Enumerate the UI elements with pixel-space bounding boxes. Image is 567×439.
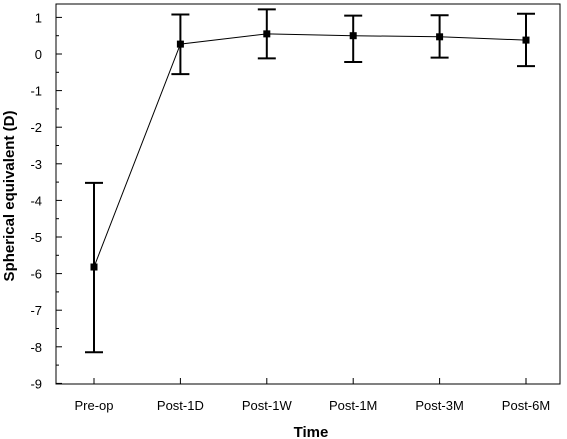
y-tick-label: -8 — [30, 340, 42, 355]
x-tick-label: Post-1D — [157, 398, 204, 413]
x-tick-label: Post-3M — [415, 398, 463, 413]
y-tick-label: 0 — [35, 47, 42, 62]
y-tick-label: -6 — [30, 267, 42, 282]
x-tick-label: Post-1W — [242, 398, 293, 413]
data-point — [263, 30, 271, 38]
series-line — [93, 33, 527, 268]
data-point — [349, 32, 357, 40]
x-tick-label: Post-6M — [502, 398, 550, 413]
y-tick-label: -1 — [30, 84, 42, 99]
y-axis: 1 0 -1 -2 -3 -4 -5 -6 -7 -8 -9 — [30, 10, 62, 391]
x-tick-label: Post-1M — [329, 398, 377, 413]
data-point — [522, 36, 530, 44]
x-axis: Pre-op Post-1D Post-1W Post-1M Post-3M Post-6… — [74, 378, 550, 413]
error-bars — [85, 8, 535, 354]
y-tick-label: -9 — [30, 376, 42, 391]
x-tick-label: Pre-op — [74, 398, 113, 413]
y-tick-label: -2 — [30, 120, 42, 135]
plot-border — [55, 3, 561, 385]
y-tick-label: 1 — [35, 10, 42, 25]
y-axis-title: Spherical equivalent (D) — [1, 111, 18, 282]
plot-frame — [55, 3, 561, 385]
y-tick-label: -3 — [30, 157, 42, 172]
data-point — [176, 40, 184, 48]
y-tick-label: -4 — [30, 193, 42, 208]
data-points — [90, 30, 530, 271]
y-tick-label: -7 — [30, 303, 42, 318]
y-tick-label: -5 — [30, 230, 42, 245]
x-axis-title: Time — [294, 424, 329, 439]
data-point — [436, 33, 444, 41]
data-point — [90, 263, 98, 271]
